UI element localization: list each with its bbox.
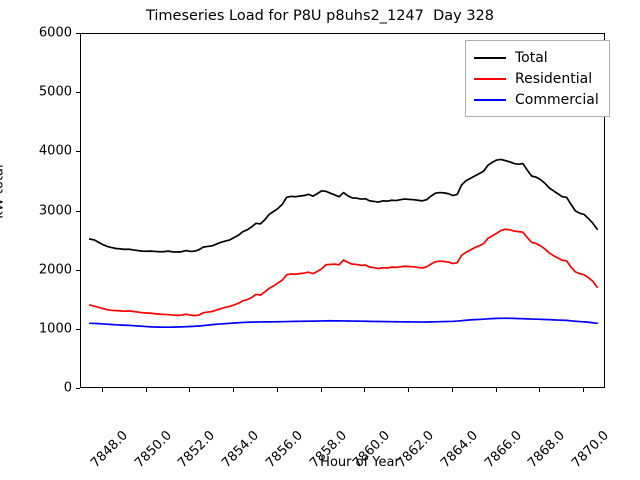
series-line-residential [88,228,599,317]
chart-legend: Total Residential Commercial [465,40,610,117]
legend-label-total: Total [515,49,548,66]
x-axis-label: Hour of Year [320,455,400,470]
y-axis-label: kW total [0,164,7,219]
series-line-commercial [88,317,599,329]
legend-item-residential: Residential [474,68,599,89]
legend-swatch-commercial [474,98,506,101]
legend-item-total: Total [474,47,599,68]
y-tick-label: 3000 [38,203,72,218]
series-line-total [88,158,599,253]
legend-label-residential: Residential [515,70,593,87]
y-tick-label: 2000 [38,262,72,278]
y-tick-label: 6000 [38,25,72,41]
chart-title: Timeseries Load for P8U p8uhs2_1247 Day … [145,8,495,24]
legend-swatch-residential [474,77,506,80]
y-tick-label: 0 [63,380,72,396]
legend-swatch-total [474,56,506,59]
y-tick-label: 5000 [38,84,72,100]
legend-item-commercial: Commercial [474,89,599,110]
legend-label-commercial: Commercial [515,91,599,108]
y-tick-label: 1000 [38,321,72,337]
series-lines [88,158,599,329]
y-tick-mark [76,388,80,389]
y-tick-label: 4000 [38,143,72,159]
